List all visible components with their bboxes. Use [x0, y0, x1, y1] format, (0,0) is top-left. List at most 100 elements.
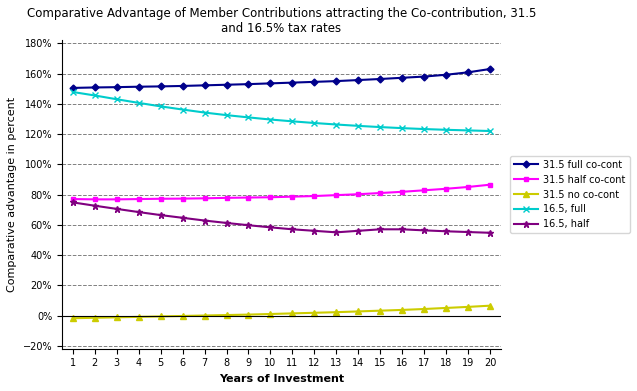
Line: 31.5 half co-cont: 31.5 half co-cont [71, 182, 492, 202]
Title: Comparative Advantage of Member Contributions attracting the Co-contribution, 31: Comparative Advantage of Member Contribu… [27, 7, 536, 35]
16.5, half [420, 228, 428, 233]
31.5 half co-cont [376, 191, 384, 196]
16.5, half [201, 218, 208, 223]
31.5 full co-cont [223, 83, 231, 87]
16.5, half [398, 227, 406, 231]
31.5 full co-cont [201, 83, 208, 88]
31.5 full co-cont [464, 70, 472, 75]
31.5 no co-cont [442, 306, 450, 310]
16.5, half [245, 223, 252, 228]
31.5 half co-cont [442, 187, 450, 191]
31.5 half co-cont [179, 196, 187, 201]
31.5 half co-cont [486, 182, 494, 187]
X-axis label: Years of Investment: Years of Investment [219, 374, 344, 384]
31.5 half co-cont [135, 197, 143, 201]
31.5 no co-cont [420, 307, 428, 311]
31.5 half co-cont [69, 197, 76, 201]
31.5 no co-cont [398, 308, 406, 312]
16.5, half [442, 229, 450, 233]
31.5 full co-cont [310, 79, 318, 84]
31.5 no co-cont [310, 310, 318, 315]
31.5 half co-cont [113, 197, 120, 202]
31.5 half co-cont [420, 188, 428, 193]
31.5 no co-cont [267, 312, 275, 316]
16.5, full [245, 115, 252, 120]
31.5 no co-cont [376, 308, 384, 313]
Line: 16.5, full: 16.5, full [69, 89, 493, 134]
31.5 no co-cont [201, 313, 208, 318]
16.5, full [289, 119, 296, 124]
31.5 full co-cont [376, 77, 384, 81]
31.5 no co-cont [354, 309, 362, 314]
31.5 half co-cont [310, 194, 318, 198]
16.5, full [376, 125, 384, 129]
Legend: 31.5 full co-cont, 31.5 half co-cont, 31.5 no co-cont, 16.5, full, 16.5, half: 31.5 full co-cont, 31.5 half co-cont, 31… [510, 156, 629, 233]
31.5 half co-cont [245, 195, 252, 200]
31.5 no co-cont [135, 314, 143, 319]
16.5, full [69, 90, 76, 94]
31.5 no co-cont [333, 310, 340, 314]
16.5, half [354, 228, 362, 233]
31.5 half co-cont [289, 194, 296, 199]
31.5 full co-cont [113, 85, 120, 90]
31.5 no co-cont [157, 314, 164, 319]
16.5, half [267, 225, 275, 230]
16.5, half [91, 203, 99, 208]
31.5 full co-cont [135, 84, 143, 89]
31.5 half co-cont [464, 185, 472, 189]
16.5, half [289, 227, 296, 231]
31.5 no co-cont [289, 311, 296, 316]
31.5 full co-cont [69, 86, 76, 90]
31.5 full co-cont [91, 85, 99, 90]
31.5 half co-cont [354, 192, 362, 197]
31.5 no co-cont [179, 314, 187, 318]
16.5, half [333, 230, 340, 235]
31.5 half co-cont [91, 197, 99, 202]
16.5, full [486, 129, 494, 133]
31.5 full co-cont [420, 74, 428, 79]
16.5, half [464, 230, 472, 234]
16.5, half [113, 206, 120, 211]
16.5, half [223, 221, 231, 225]
31.5 half co-cont [223, 196, 231, 200]
Y-axis label: Comparative advantage in percent: Comparative advantage in percent [7, 97, 17, 292]
16.5, half [486, 230, 494, 235]
16.5, full [179, 107, 187, 112]
16.5, full [113, 97, 120, 102]
31.5 half co-cont [267, 195, 275, 199]
16.5, half [69, 200, 76, 205]
16.5, full [420, 127, 428, 131]
16.5, full [442, 127, 450, 132]
31.5 half co-cont [398, 190, 406, 194]
31.5 full co-cont [289, 80, 296, 85]
31.5 no co-cont [91, 316, 99, 320]
31.5 full co-cont [398, 75, 406, 80]
31.5 no co-cont [113, 315, 120, 320]
16.5, half [135, 210, 143, 214]
16.5, full [398, 126, 406, 131]
16.5, half [376, 227, 384, 231]
31.5 no co-cont [245, 312, 252, 317]
16.5, full [354, 124, 362, 128]
31.5 half co-cont [201, 196, 208, 201]
16.5, half [179, 215, 187, 220]
Line: 16.5, half: 16.5, half [69, 199, 494, 236]
31.5 full co-cont [179, 84, 187, 88]
16.5, full [223, 113, 231, 117]
16.5, full [201, 110, 208, 115]
31.5 full co-cont [486, 66, 494, 71]
31.5 half co-cont [157, 196, 164, 201]
16.5, half [157, 213, 164, 217]
31.5 no co-cont [464, 305, 472, 309]
16.5, half [310, 228, 318, 233]
16.5, full [157, 104, 164, 109]
31.5 full co-cont [354, 78, 362, 83]
16.5, full [267, 117, 275, 122]
16.5, full [310, 121, 318, 126]
31.5 no co-cont [69, 316, 76, 321]
31.5 full co-cont [157, 84, 164, 89]
Line: 31.5 full co-cont: 31.5 full co-cont [71, 66, 492, 90]
31.5 full co-cont [245, 82, 252, 86]
31.5 full co-cont [267, 81, 275, 86]
Line: 31.5 no co-cont: 31.5 no co-cont [69, 303, 493, 321]
